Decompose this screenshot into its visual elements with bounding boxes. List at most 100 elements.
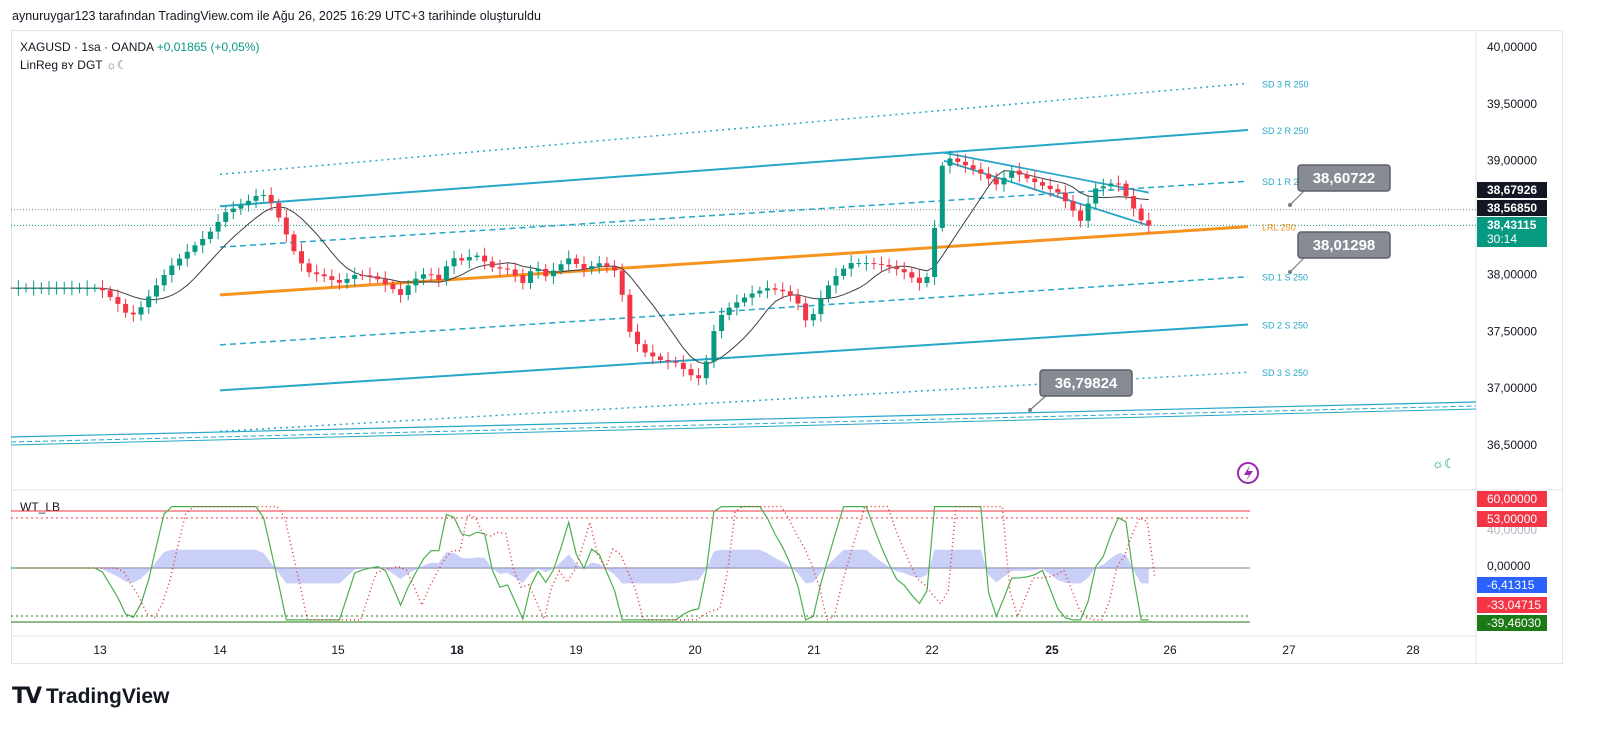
linreg-label: LRL 250 [1262,223,1296,233]
candle-body [566,258,572,265]
candle-body [77,288,83,290]
countdown-label: 30:14 [1487,232,1517,246]
chart-frame [11,30,1563,664]
candle-body [192,245,198,252]
candle-body [359,275,365,277]
candle-body [1108,183,1114,187]
candle-body [15,288,21,290]
flash-icon[interactable] [1237,462,1259,484]
candle-body [130,312,136,315]
candle-body [741,297,747,303]
candle-body [520,275,526,283]
candle-body [993,178,999,185]
candle-body [962,161,968,166]
candle-body [772,288,778,290]
candle-body [939,165,945,228]
tradingview-logo-icon: TV [12,684,42,709]
osc-histogram [10,549,1149,584]
candle-body [970,165,976,170]
candle-body [253,195,259,201]
candle-body [1138,208,1144,221]
price-tick-label: 40,00000 [1487,40,1537,54]
candle-body [314,272,320,275]
candle-body [1009,170,1015,178]
osc-badge-label: -6,41315 [1487,578,1535,592]
candle-body [306,263,312,273]
candle-body [92,288,98,290]
candle-body [512,269,518,276]
candle-body [818,297,824,315]
linreg-label: SD 3 S 250 [1262,368,1308,378]
price-badge [1477,217,1547,247]
candle-body [757,290,763,294]
candle-body [482,255,488,262]
indicator-legend[interactable]: LinReg ʙʏ DGT ☼☾ [20,58,128,72]
candle-body [420,274,426,279]
sun-moon-icon[interactable]: ☼☾ [1432,456,1456,471]
candle-body [612,266,618,271]
brand-name: TradingView [46,684,170,708]
osc-badge-label: -39,46030 [1487,616,1541,630]
linreg-line [219,82,1249,176]
price-tick-label: 39,50000 [1487,97,1537,111]
linreg-line [219,225,1249,297]
candle-body [535,268,541,272]
symbol-legend[interactable]: XAGUSD · 1sa · OANDA +0,01865 (+0,05%) [20,40,259,54]
candle-body [1078,210,1084,221]
candle-body [657,356,663,360]
candle-body [1016,170,1022,175]
candle-body [497,267,503,269]
candle-body [443,266,449,280]
candle-body [764,288,770,291]
candle-body [619,270,625,295]
candle-body [863,263,869,265]
linreg-label: SD 2 R 250 [1262,126,1309,136]
osc-badge-label: -33,04715 [1487,598,1541,612]
candle-body [1085,203,1091,221]
time-tick-label: 26 [1163,643,1177,657]
candle-body [1115,183,1121,185]
candle-body [581,263,587,270]
candle-body [596,263,602,267]
candle-body [99,288,105,291]
candle-body [1001,177,1007,185]
osc-badge-label: 0,00000 [1487,559,1531,573]
moving-average-line [10,170,1149,365]
callout-label: 38,01298 [1313,237,1376,254]
candle-body [1131,196,1137,209]
candle-body [573,258,579,264]
price-change: +0,01865 (+0,05%) [156,40,260,54]
osc-badge-label: 60,00000 [1487,492,1537,506]
candle-body [344,278,350,283]
candle-body [367,275,373,277]
candle-body [230,208,236,213]
osc-badge-label: 53,00000 [1487,512,1537,526]
candle-body [978,169,984,174]
candle-body [1055,189,1061,193]
candle-body [810,314,816,321]
candle-body [642,344,648,353]
osc-wave1 [10,506,1149,621]
candle-body [474,255,480,258]
candle-body [177,258,183,266]
callout-label: 36,79824 [1055,375,1118,392]
sun-moon-icon[interactable]: ☼☾ [105,58,128,72]
time-tick-label: 15 [331,643,345,657]
price-badge-label: 38,56850 [1487,201,1537,215]
indicator-name: LinReg ʙʏ DGT [20,58,103,72]
candle-body [123,303,129,313]
candle-body [505,268,511,270]
candle-body [848,263,854,269]
candle-body [550,270,556,277]
candle-body [84,288,90,290]
trendline [10,401,1477,438]
candle-body [153,285,159,297]
candle-body [1062,192,1068,202]
tradingview-brand[interactable]: TV TradingView [12,684,169,709]
candle-body [1024,174,1030,179]
candle-body [200,238,206,246]
linreg-label: SD 2 S 250 [1262,320,1308,330]
candle-body [1093,188,1099,204]
candle-body [924,277,930,283]
